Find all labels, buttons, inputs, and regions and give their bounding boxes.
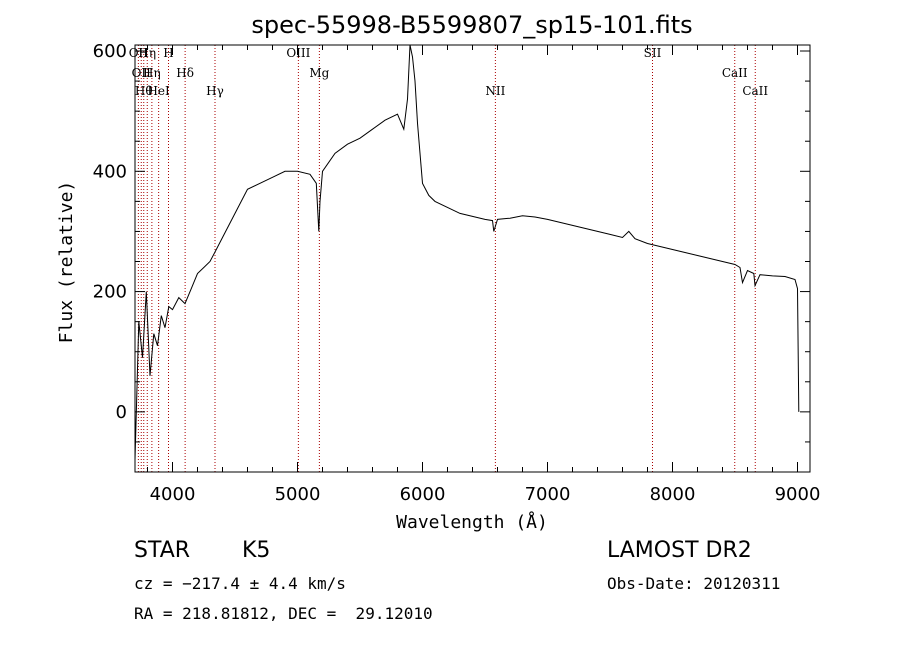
y-axis-label: Flux (relative) — [56, 181, 77, 344]
line-marker-labels: OII OII Hθ Hη Hη HeI HHδ Hγ OIII Mg NII SII CaII CaII — [129, 46, 769, 98]
line-marker-label: Hη — [143, 66, 161, 80]
survey-name: LAMOST DR2 — [607, 538, 752, 563]
line-marker-label: Hη — [138, 46, 156, 60]
line-marker-label: CaII — [742, 84, 768, 98]
object-type: STAR — [134, 538, 191, 563]
x-tick-label: 5000 — [275, 484, 321, 505]
y-tick-label: 200 — [93, 282, 127, 303]
x-tick-label: 9000 — [775, 484, 821, 505]
line-marker-label: Hγ — [206, 84, 224, 98]
x-tick-label: 8000 — [650, 484, 696, 505]
coordinates-info: RA = 218.81812, DEC = 29.12010 — [134, 604, 433, 623]
line-marker-label: CaII — [722, 66, 748, 80]
y-axis-ticks: 0 200 400 600 — [93, 41, 810, 473]
x-tick-label: 7000 — [525, 484, 571, 505]
line-marker-label: Hδ — [176, 66, 194, 80]
line-marker-label: Mg — [309, 66, 329, 80]
object-subclass: K5 — [242, 538, 271, 563]
x-tick-label: 4000 — [150, 484, 196, 505]
line-markers — [137, 45, 756, 472]
x-axis-ticks: 4000 5000 6000 7000 8000 9000 — [147, 45, 821, 505]
x-tick-label: 6000 — [400, 484, 446, 505]
line-marker-label: OII — [132, 66, 152, 80]
observation-date: Obs-Date: 20120311 — [607, 574, 781, 593]
line-marker-label: NII — [485, 84, 505, 98]
chart-title: spec-55998-B5599807_sp15-101.fits — [251, 11, 692, 39]
line-marker-label: Hθ — [135, 84, 153, 98]
redshift-info: cz = −217.4 ± 4.4 km/s — [134, 574, 346, 593]
y-tick-label: 600 — [93, 41, 127, 62]
line-marker-label: H — [163, 46, 173, 60]
spectrum-line — [134, 44, 800, 461]
line-marker-label: OIII — [286, 46, 310, 60]
y-tick-label: 0 — [116, 402, 127, 423]
y-tick-label: 400 — [93, 161, 127, 182]
line-marker-label: HeI — [147, 84, 170, 98]
x-axis-label: Wavelength (Å) — [396, 511, 548, 533]
line-marker-label: SII — [644, 46, 662, 60]
line-marker-label: OII — [129, 46, 149, 60]
